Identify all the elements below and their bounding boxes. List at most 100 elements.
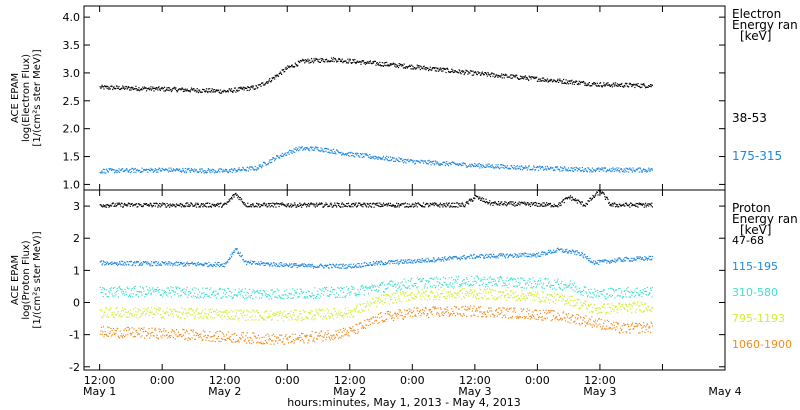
data-point bbox=[205, 313, 207, 315]
data-point bbox=[477, 277, 479, 279]
data-point bbox=[391, 293, 393, 295]
data-point bbox=[312, 62, 315, 64]
data-point bbox=[341, 154, 343, 156]
data-point bbox=[167, 89, 169, 91]
data-point bbox=[501, 255, 503, 257]
data-point bbox=[646, 86, 648, 88]
data-point bbox=[293, 294, 295, 296]
data-point bbox=[179, 317, 181, 319]
data-point bbox=[415, 282, 417, 284]
data-point bbox=[643, 168, 645, 171]
data-point bbox=[268, 313, 270, 315]
data-point bbox=[340, 263, 342, 265]
data-point bbox=[182, 313, 184, 315]
data-point bbox=[426, 280, 428, 282]
data-point bbox=[245, 87, 247, 89]
data-point bbox=[396, 284, 398, 286]
data-point bbox=[214, 91, 216, 93]
data-point bbox=[112, 202, 114, 204]
data-point bbox=[621, 297, 623, 299]
data-point bbox=[131, 314, 133, 316]
data-point bbox=[374, 286, 376, 288]
data-point bbox=[126, 205, 128, 207]
data-point bbox=[543, 252, 545, 254]
data-point bbox=[137, 261, 139, 263]
data-point bbox=[415, 204, 417, 206]
data-point bbox=[373, 262, 375, 264]
data-point bbox=[110, 205, 113, 207]
data-point bbox=[369, 202, 371, 204]
data-point bbox=[573, 250, 575, 253]
data-point bbox=[279, 262, 281, 264]
data-point bbox=[420, 205, 422, 207]
data-point bbox=[190, 202, 193, 204]
legend-entry: 47-68 bbox=[732, 234, 764, 247]
data-point bbox=[582, 294, 584, 296]
data-point bbox=[104, 293, 106, 295]
data-point bbox=[351, 310, 353, 312]
data-point bbox=[312, 265, 314, 267]
data-point bbox=[242, 166, 244, 169]
data-point bbox=[533, 253, 535, 255]
data-point bbox=[534, 169, 537, 171]
data-point bbox=[452, 258, 454, 260]
data-point bbox=[248, 168, 250, 170]
data-point bbox=[555, 81, 557, 83]
data-point bbox=[386, 158, 388, 160]
data-point bbox=[282, 203, 285, 205]
data-point bbox=[169, 313, 171, 315]
data-point bbox=[281, 294, 283, 296]
data-point bbox=[625, 296, 627, 298]
data-point bbox=[289, 66, 291, 68]
data-point bbox=[473, 284, 475, 286]
data-point bbox=[346, 154, 348, 156]
data-point bbox=[549, 286, 551, 288]
data-point bbox=[543, 251, 545, 253]
data-point bbox=[549, 286, 552, 288]
data-point bbox=[438, 284, 440, 286]
data-point bbox=[394, 63, 396, 65]
data-point bbox=[442, 70, 444, 72]
data-point bbox=[451, 71, 453, 73]
data-point bbox=[555, 205, 557, 207]
data-point bbox=[420, 259, 422, 261]
data-point bbox=[216, 293, 218, 295]
data-point bbox=[247, 261, 249, 263]
data-point bbox=[407, 206, 410, 208]
data-point bbox=[634, 84, 637, 86]
data-point bbox=[111, 168, 113, 170]
data-point bbox=[529, 205, 532, 207]
data-point bbox=[609, 170, 612, 172]
data-point bbox=[456, 202, 458, 204]
data-point bbox=[475, 275, 477, 277]
data-point bbox=[489, 200, 491, 202]
data-point bbox=[616, 260, 618, 262]
data-point bbox=[187, 309, 189, 311]
data-point bbox=[603, 289, 605, 291]
data-point bbox=[257, 203, 259, 205]
data-point bbox=[486, 73, 488, 75]
data-point bbox=[418, 261, 420, 263]
data-point bbox=[314, 203, 316, 205]
data-point bbox=[467, 73, 469, 75]
data-point bbox=[486, 283, 488, 285]
data-point bbox=[382, 65, 385, 67]
data-point bbox=[355, 202, 357, 204]
data-point bbox=[132, 293, 134, 295]
data-point bbox=[452, 161, 454, 163]
data-point bbox=[203, 292, 205, 294]
data-point bbox=[480, 74, 482, 76]
data-point bbox=[234, 294, 236, 296]
data-point bbox=[409, 261, 411, 263]
data-point bbox=[150, 169, 153, 171]
data-point bbox=[646, 259, 648, 261]
data-point bbox=[585, 84, 587, 86]
data-point bbox=[281, 262, 283, 264]
data-point bbox=[397, 159, 399, 161]
data-point bbox=[419, 293, 421, 295]
data-point bbox=[232, 318, 234, 320]
data-point bbox=[538, 78, 540, 80]
data-point bbox=[167, 87, 169, 89]
data-point bbox=[200, 203, 203, 205]
data-point bbox=[205, 293, 208, 295]
